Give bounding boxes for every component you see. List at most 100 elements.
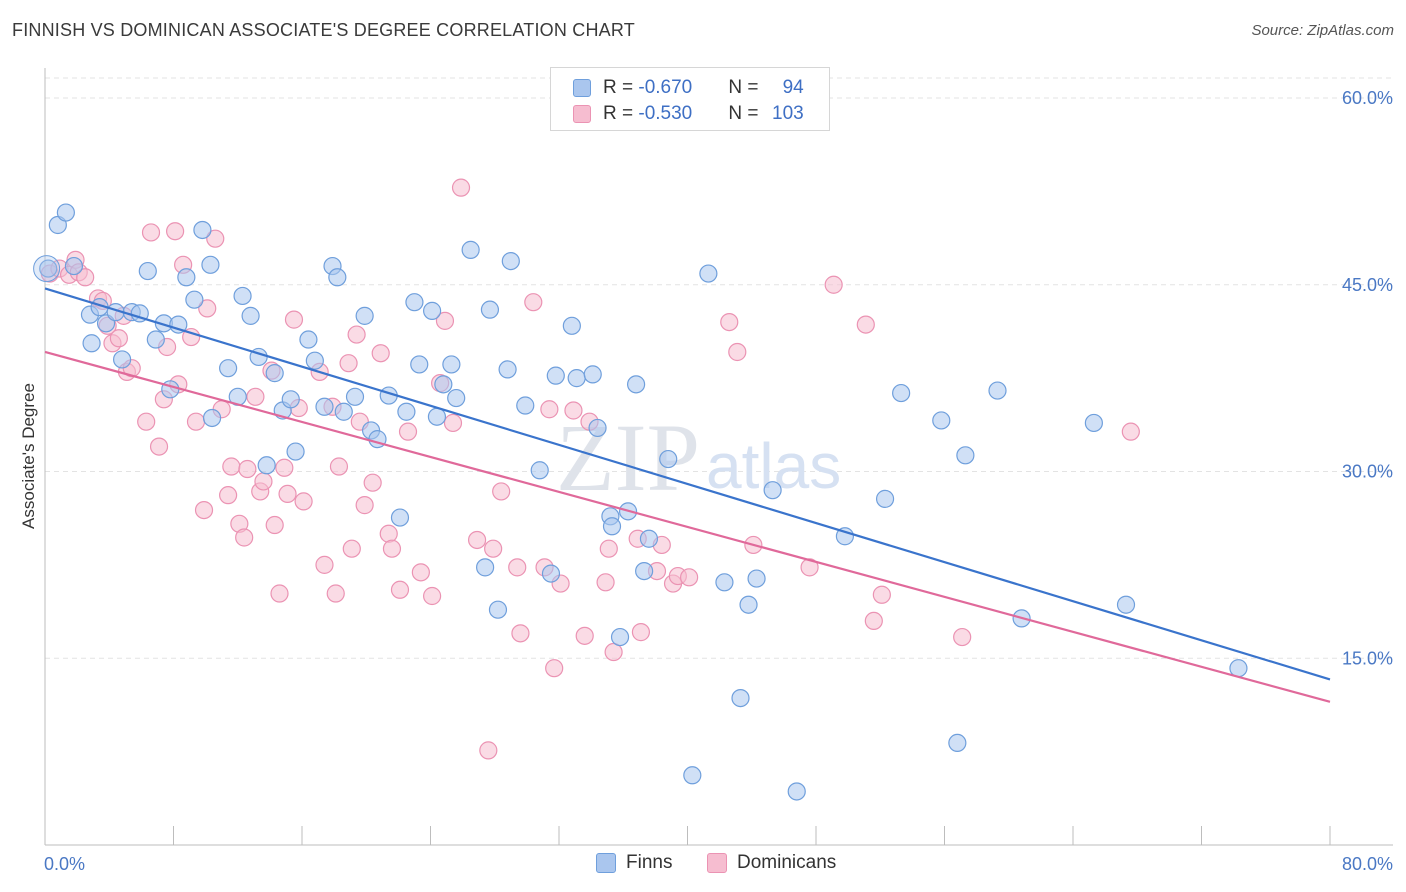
dominican-point <box>953 627 972 647</box>
finn-point <box>82 334 101 353</box>
finns-trend-line <box>44 287 1331 681</box>
dominican-point <box>149 437 169 456</box>
finn-point <box>146 330 165 349</box>
finns-legend-label: Finns <box>626 852 673 873</box>
dominican-point <box>398 422 418 441</box>
finn-point <box>241 306 260 325</box>
finn-point <box>567 369 586 388</box>
dominican-point <box>451 178 471 197</box>
dominican-point <box>382 539 402 558</box>
dominican-point <box>342 539 361 558</box>
dominican-point <box>443 413 463 433</box>
dominican-point <box>329 457 349 476</box>
finn-point <box>193 220 212 240</box>
dominican-point <box>222 457 241 476</box>
finn-point <box>56 203 75 222</box>
finns-swatch <box>573 79 591 97</box>
series-legend-finns[interactable]: Finns <box>596 852 672 874</box>
dominican-point <box>524 293 543 312</box>
finn-point <box>423 301 442 320</box>
dominican-point <box>246 387 265 406</box>
dominican-point <box>371 344 390 363</box>
dominican-point <box>76 268 95 287</box>
series-legend: Finns Dominicans <box>0 852 1406 876</box>
dominican-point <box>355 496 374 515</box>
legend-n-value-finns: 94 <box>782 77 804 98</box>
finns-legend-swatch <box>596 853 616 873</box>
dominican-point <box>484 539 503 558</box>
chart-title: FINNISH VS DOMINICAN ASSOCIATE'S DEGREE … <box>12 20 635 40</box>
correlation-legend: R = -0.670 N = 94 R = -0.530 N = 103 <box>550 67 830 131</box>
finn-point <box>488 600 508 619</box>
y-tick-label: 45.0% <box>1342 275 1393 295</box>
dominican-point <box>479 741 498 760</box>
finn-point <box>948 733 967 753</box>
finn-point <box>583 365 602 384</box>
finn-point <box>112 350 132 369</box>
dominican-point <box>492 482 511 501</box>
dominicans-swatch <box>573 105 591 123</box>
finn-point <box>355 306 374 325</box>
dominican-point <box>347 325 366 344</box>
legend-n-label-dominicans: N = <box>728 103 764 124</box>
finn-point <box>315 397 334 416</box>
dominican-point <box>720 313 739 332</box>
finn-point <box>328 268 347 287</box>
dominican-point <box>631 623 651 642</box>
finn-point <box>434 375 453 394</box>
dominican-point <box>1121 422 1140 441</box>
dominican-point <box>194 500 214 520</box>
finn-point <box>33 255 61 283</box>
dominican-point <box>564 401 583 420</box>
finn-point <box>892 383 911 403</box>
dominican-point <box>800 558 819 577</box>
dominican-point <box>508 558 527 577</box>
finn-point <box>390 508 410 527</box>
finn-point <box>286 442 305 461</box>
finn-point <box>787 782 806 801</box>
dominican-point <box>270 584 289 603</box>
x-tick-label-max: 80.0% <box>1342 854 1393 874</box>
legend-row-finns: R = -0.670 N = 94 <box>573 76 804 100</box>
dominican-point <box>137 412 156 431</box>
finn-point <box>334 402 353 421</box>
dominican-point <box>411 563 430 582</box>
finn-point <box>447 388 466 408</box>
legend-r-value-dominicans: -0.530 <box>638 103 693 124</box>
finn-point <box>345 387 365 406</box>
finn-point <box>305 351 324 370</box>
dominican-point <box>390 580 410 599</box>
finn-point <box>546 366 565 385</box>
dominican-point <box>599 539 618 558</box>
dominicans-legend-label: Dominicans <box>737 852 837 873</box>
finn-point <box>635 561 654 581</box>
finn-point <box>1084 413 1103 433</box>
finn-point <box>185 290 204 309</box>
legend-r-label-finns: R = <box>603 77 639 98</box>
finn-point <box>731 688 750 708</box>
series-legend-dominicans[interactable]: Dominicans <box>707 852 836 874</box>
dominican-point <box>238 459 257 479</box>
finn-point <box>177 268 196 287</box>
dominican-point <box>166 222 185 241</box>
dominican-point <box>575 626 594 645</box>
dominican-point <box>545 659 564 678</box>
finn-point <box>233 286 252 306</box>
dominican-point <box>680 568 699 587</box>
finn-point <box>626 375 646 394</box>
dominican-point <box>265 515 284 535</box>
legend-r-value-finns: -0.670 <box>638 77 693 98</box>
x-tick-label-min: 0.0% <box>44 854 85 874</box>
finn-point <box>397 402 416 421</box>
legend-n-value-dominicans: 103 <box>772 103 804 124</box>
dominican-point <box>540 400 559 419</box>
dominican-point <box>284 310 304 329</box>
dominican-point <box>596 573 615 592</box>
watermark: ZIP atlas <box>556 404 841 511</box>
legend-r-label-dominicans: R = <box>603 103 639 124</box>
finn-point <box>498 360 517 379</box>
dominican-point <box>186 412 206 431</box>
dominican-point <box>423 586 442 606</box>
finn-point <box>219 359 238 378</box>
dominican-point <box>363 473 382 492</box>
